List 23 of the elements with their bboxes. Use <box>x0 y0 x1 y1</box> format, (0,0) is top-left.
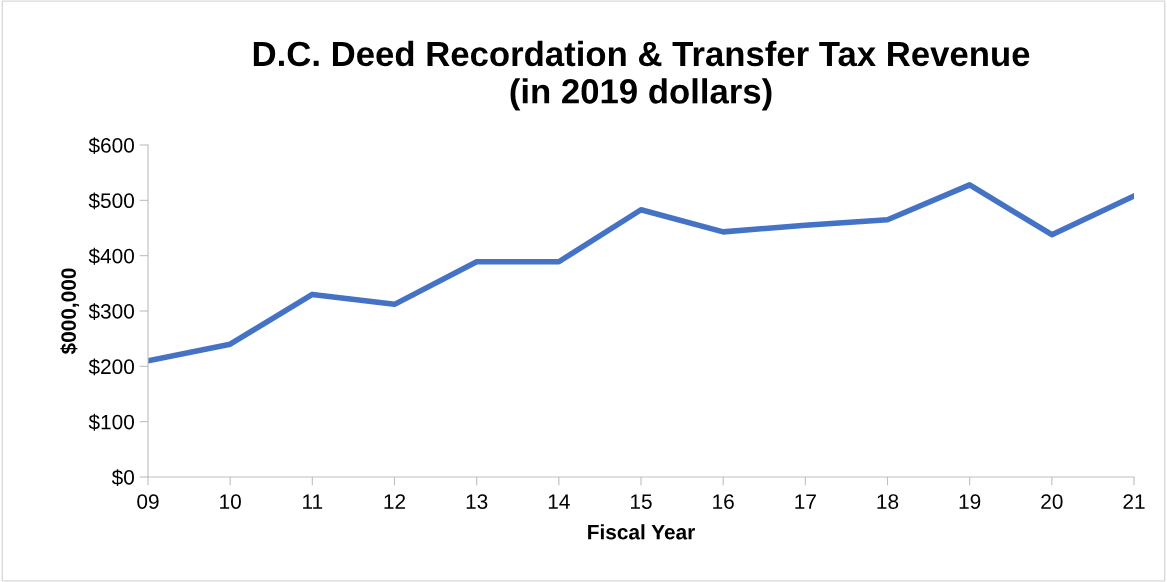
x-tick-label: 11 <box>303 494 323 509</box>
y-axis-title: $000,000 <box>60 268 80 355</box>
x-axis-title: Fiscal Year <box>588 524 695 540</box>
x-tick-label: 13 <box>466 494 488 509</box>
x-tick-label: 14 <box>548 494 570 509</box>
y-tick-label: $0 <box>111 469 134 486</box>
y-tick-label: $500 <box>88 192 134 210</box>
x-tick-label: 15 <box>631 494 652 509</box>
x-tick-label: 21 <box>1123 494 1145 509</box>
y-tick-label: $600 <box>88 137 134 154</box>
y-tick-label: $200 <box>88 358 134 376</box>
y-tick-label: $400 <box>88 247 134 265</box>
y-tick-label: $300 <box>88 303 134 320</box>
x-tick-label: 10 <box>220 494 241 509</box>
x-tick-label: 09 <box>137 494 159 509</box>
chart-title: D.C. Deed Recordation & Transfer Tax Revenue (in 2019 dollars) <box>253 40 1030 111</box>
x-tick-label: 20 <box>1041 494 1063 509</box>
x-tick-label: 17 <box>795 494 816 509</box>
x-tick-label: 18 <box>877 494 899 509</box>
y-tick-label: $100 <box>88 413 134 431</box>
x-tick-label: 19 <box>959 494 981 509</box>
x-tick-label: 16 <box>713 494 734 509</box>
x-tick-label: 12 <box>384 494 406 509</box>
